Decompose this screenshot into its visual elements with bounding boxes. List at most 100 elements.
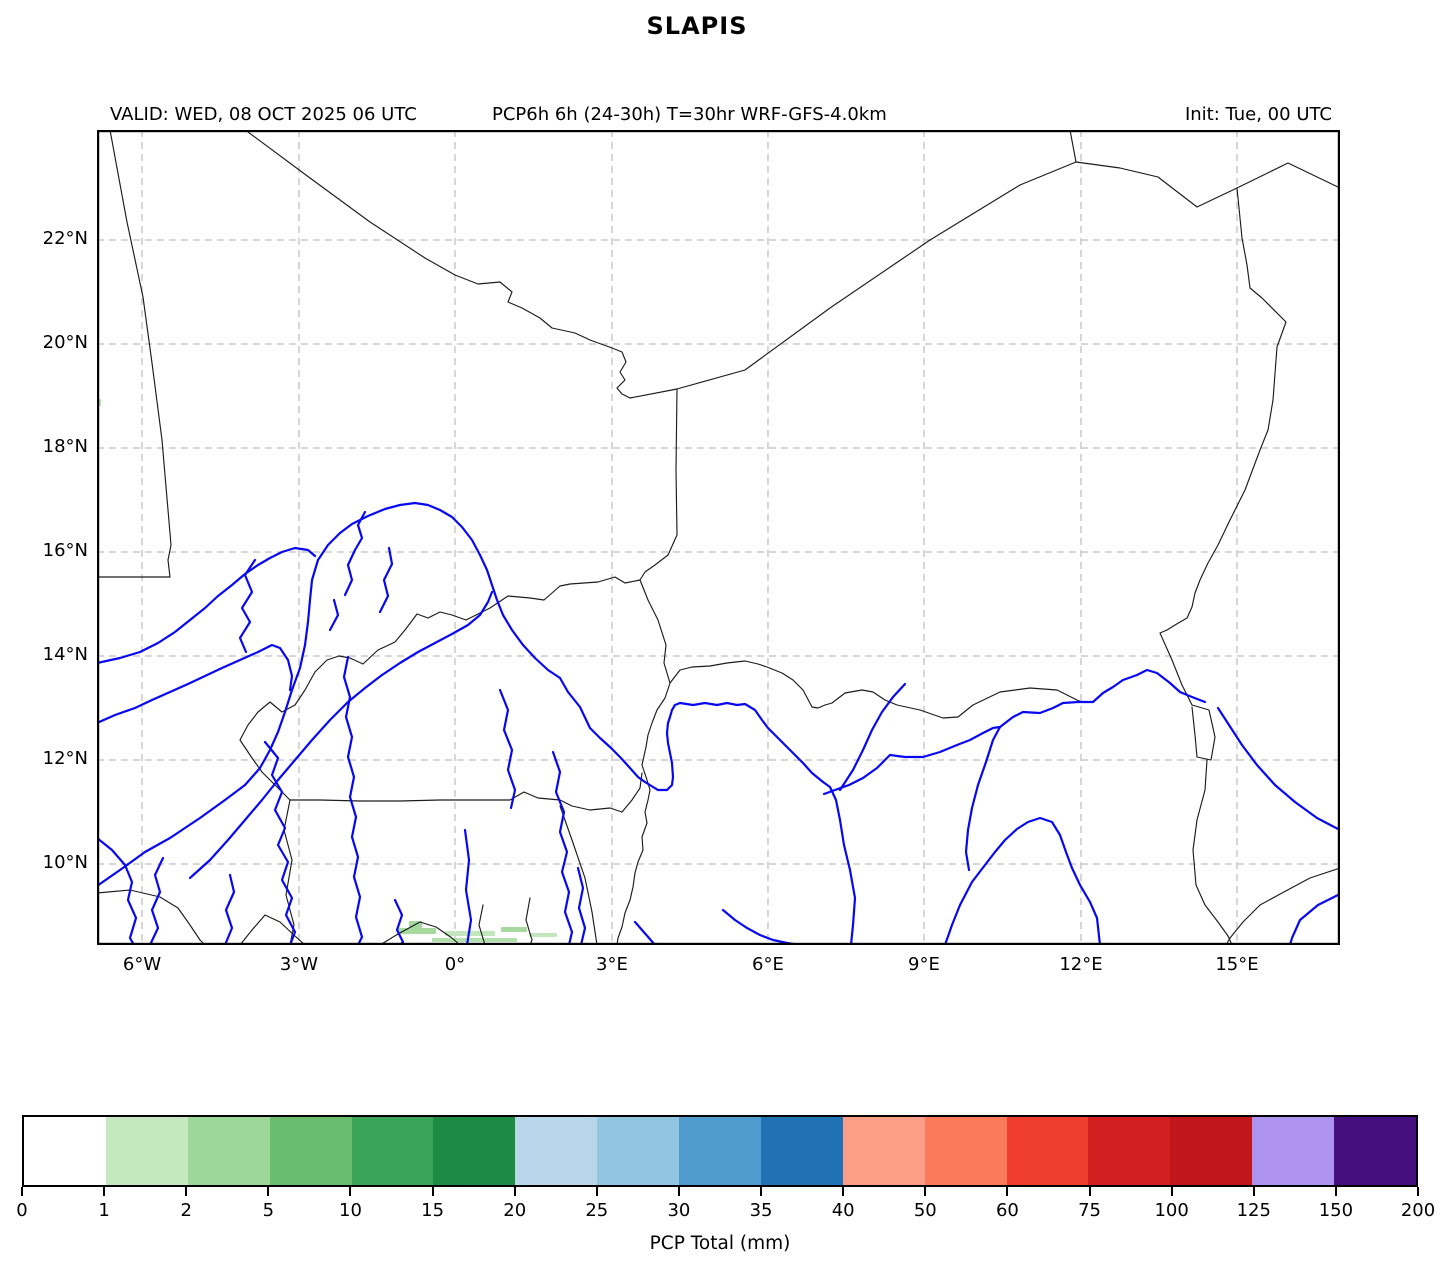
- river: [498, 688, 517, 810]
- colorbar-segment: [515, 1117, 598, 1185]
- river: [838, 682, 907, 792]
- colorbar-segment: [187, 1117, 270, 1185]
- river: [943, 816, 1102, 947]
- colorbar-segment: [842, 1117, 925, 1185]
- river: [95, 643, 294, 725]
- river: [558, 676, 857, 947]
- colorbar: [22, 1115, 1418, 1187]
- y-tick-label: 12°N: [42, 747, 88, 769]
- colorbar-tick: [1088, 1187, 1091, 1196]
- river: [378, 546, 394, 614]
- precip-patch: [432, 938, 517, 942]
- river: [328, 598, 340, 632]
- x-tick-label: 0°: [444, 954, 466, 975]
- colorbar-tick-label: 60: [995, 1200, 1019, 1221]
- country-border: [525, 897, 533, 946]
- river: [964, 725, 1002, 872]
- colorbar-tick: [21, 1187, 23, 1196]
- colorbar-segment: [597, 1117, 679, 1185]
- country-border: [639, 579, 671, 684]
- colorbar-tick-label: 15: [421, 1200, 445, 1221]
- colorbar-tick-label: 20: [503, 1200, 527, 1221]
- map-frame: [96, 129, 1341, 946]
- colorbar-tick: [1252, 1187, 1255, 1196]
- precip-patch: [398, 928, 436, 934]
- colorbar-tick: [513, 1187, 516, 1196]
- colorbar-tick: [1006, 1187, 1009, 1196]
- colorbar-tick: [1170, 1187, 1173, 1196]
- country-border: [96, 889, 206, 946]
- x-tick-label: 6°E: [752, 954, 784, 975]
- colorbar-title: PCP Total (mm): [649, 1233, 791, 1254]
- colorbar-tick: [760, 1187, 763, 1196]
- river: [822, 668, 1207, 796]
- river: [148, 856, 165, 947]
- country-border: [96, 129, 172, 578]
- colorbar-segment: [1006, 1117, 1089, 1185]
- y-tick-label: 14°N: [42, 644, 88, 665]
- colorbar-segment: [269, 1117, 352, 1185]
- colorbar-tick-label: 50: [913, 1200, 937, 1221]
- colorbar-tick: [924, 1187, 927, 1196]
- country-border: [478, 904, 486, 946]
- colorbar-tick: [349, 1187, 352, 1196]
- y-tick-label: 18°N: [42, 436, 88, 457]
- river: [223, 873, 236, 947]
- x-tick-label: 12°E: [1059, 954, 1103, 975]
- y-tick-label: 20°N: [42, 332, 88, 354]
- colorbar-tick-label: 5: [262, 1200, 275, 1221]
- valid-time-label: VALID: WED, 08 OCT 2025 06 UTC: [110, 104, 417, 125]
- colorbar-tick-label: 2: [180, 1200, 192, 1221]
- country-border: [239, 388, 678, 813]
- colorbar-tick: [842, 1187, 845, 1196]
- colorbar-tick: [267, 1187, 270, 1196]
- country-border: [379, 921, 461, 946]
- country-border: [616, 682, 671, 946]
- colorbar-segment: [679, 1117, 761, 1185]
- colorbar-segment: [1170, 1117, 1253, 1185]
- colorbar-segment: [24, 1117, 106, 1185]
- river: [263, 740, 297, 947]
- country-border: [669, 660, 1083, 719]
- colorbar-ticks: [21, 1187, 1419, 1197]
- colorbar-segment: [433, 1117, 516, 1185]
- colorbar-segment: [1334, 1117, 1416, 1185]
- country-border: [1225, 867, 1341, 946]
- colorbar-tick-label: 1: [98, 1200, 110, 1221]
- init-time-label: Init: Tue, 00 UTC: [1184, 104, 1332, 125]
- river: [1288, 892, 1342, 947]
- country-border: [247, 131, 631, 399]
- colorbar-segment: [1252, 1117, 1334, 1185]
- country-border: [1069, 129, 1077, 163]
- river: [95, 501, 562, 888]
- river: [1216, 706, 1342, 832]
- colorbar-tick: [185, 1187, 188, 1196]
- country-border: [629, 161, 1077, 399]
- river: [633, 920, 657, 947]
- colorbar-tick-label: 0: [16, 1200, 28, 1221]
- y-tick-label: 16°N: [42, 540, 88, 561]
- river: [463, 828, 473, 947]
- colorbar-tick-label: 40: [831, 1200, 855, 1221]
- river: [188, 590, 494, 880]
- x-tick-label: 6°W: [122, 954, 162, 975]
- precip-patch: [501, 927, 527, 932]
- product-label: PCP6h 6h (24-30h) T=30hr WRF-GFS-4.0km: [492, 104, 887, 125]
- country-border: [239, 914, 306, 946]
- river: [95, 546, 317, 665]
- colorbar-segment: [924, 1117, 1007, 1185]
- colorbar-tick: [103, 1187, 106, 1196]
- colorbar-tick-label: 75: [1078, 1200, 1101, 1221]
- colorbar-tick-label: 25: [585, 1200, 609, 1221]
- colorbar-segment: [1088, 1117, 1171, 1185]
- map-canvas: [95, 129, 1342, 947]
- country-border: [1075, 161, 1341, 208]
- river: [95, 836, 138, 947]
- river: [393, 898, 405, 947]
- river: [551, 750, 574, 947]
- river: [343, 510, 367, 597]
- y-tick-label: 22°N: [42, 228, 88, 250]
- colorbar-segment: [760, 1117, 843, 1185]
- page-title: SLAPIS: [646, 12, 748, 40]
